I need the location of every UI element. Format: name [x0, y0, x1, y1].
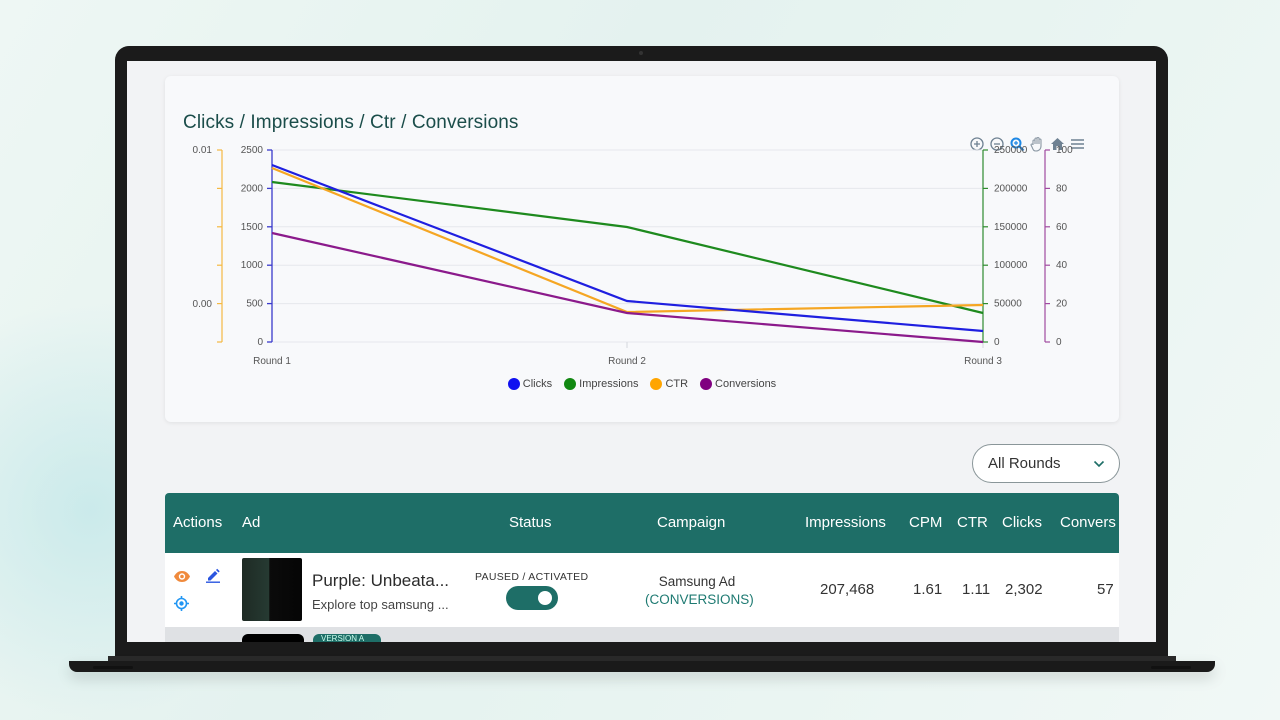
- svg-text:Round 2: Round 2: [608, 356, 646, 367]
- header-impressions[interactable]: Impressions: [805, 514, 886, 531]
- edit-pencil-icon[interactable]: [206, 568, 220, 583]
- impressions-line: [271, 180, 984, 315]
- svg-text:100000: 100000: [994, 260, 1028, 271]
- ad-description: Explore top samsung ...: [312, 597, 449, 612]
- camera-dot: [639, 51, 643, 55]
- selection-zoom-icon[interactable]: [1009, 136, 1025, 152]
- ad-title[interactable]: Purple: Unbeata...: [312, 571, 450, 590]
- header-actions: Actions: [173, 514, 223, 531]
- campaign-name: Samsung Ad: [658, 574, 736, 589]
- svg-text:0.00: 0.00: [193, 299, 213, 310]
- campaign-cell: Samsung Ad (CONVERSIONS): [645, 573, 754, 609]
- svg-text:2000: 2000: [241, 183, 264, 194]
- legend-dot-icon: [650, 378, 663, 390]
- chart-title: Clicks / Impressions / Ctr / Conversions: [183, 112, 519, 133]
- target-crosshair-icon[interactable]: [174, 596, 189, 611]
- svg-text:1500: 1500: [241, 222, 264, 233]
- header-status[interactable]: Status: [509, 514, 552, 531]
- conversions-value: 57: [1097, 581, 1114, 598]
- laptop-foot: [1151, 666, 1191, 669]
- rounds-filter-value: All Rounds: [988, 455, 1061, 472]
- laptop-hinge: [108, 656, 1176, 662]
- reset-home-icon[interactable]: [1049, 136, 1065, 152]
- conversions-axis: [1044, 149, 1050, 343]
- svg-text:Round 1: Round 1: [253, 356, 291, 367]
- svg-text:20: 20: [1056, 299, 1068, 310]
- svg-text:Round 3: Round 3: [964, 356, 1002, 367]
- table-row[interactable]: VERSION A: [165, 627, 1119, 642]
- ad-thumbnail[interactable]: [242, 558, 302, 621]
- chart-legend: Clicks Impressions CTR Conversions: [165, 378, 1119, 390]
- legend-item-impressions[interactable]: Impressions: [564, 378, 638, 390]
- status-toggle[interactable]: [506, 586, 558, 610]
- svg-text:0.01: 0.01: [193, 145, 213, 156]
- chart-toolbar: [969, 136, 1085, 152]
- legend-item-ctr[interactable]: CTR: [650, 378, 688, 390]
- header-campaign[interactable]: Campaign: [657, 514, 726, 531]
- laptop-foot: [93, 666, 133, 669]
- rounds-filter-select[interactable]: All Rounds: [972, 444, 1120, 483]
- svg-text:0: 0: [1056, 337, 1062, 348]
- svg-text:50000: 50000: [994, 299, 1022, 310]
- table-row[interactable]: Purple: Unbeata... Explore top samsung .…: [165, 553, 1119, 627]
- legend-dot-icon: [507, 378, 520, 390]
- ctr-line: [271, 166, 984, 314]
- header-ctr[interactable]: CTR: [957, 514, 988, 531]
- svg-text:500: 500: [246, 299, 263, 310]
- clicks-value: 2,302: [1005, 581, 1043, 598]
- ctr-axis: [217, 149, 223, 343]
- status-label: PAUSED / ACTIVATED: [475, 571, 589, 583]
- table-header: Actions Ad Status Campaign Impressions C…: [165, 493, 1119, 553]
- conversions-line: [271, 231, 984, 344]
- ctr-value: 1.11: [962, 581, 991, 598]
- svg-text:0: 0: [257, 337, 263, 348]
- svg-text:2500: 2500: [241, 145, 264, 156]
- cpm-value: 1.61: [913, 581, 943, 598]
- legend-dot-icon: [700, 378, 713, 390]
- pan-hand-icon[interactable]: [1029, 136, 1045, 152]
- header-conversions[interactable]: Convers: [1060, 514, 1116, 531]
- toggle-knob: [538, 591, 552, 605]
- ads-table: Actions Ad Status Campaign Impressions C…: [165, 493, 1119, 642]
- ad-thumbnail[interactable]: [242, 634, 304, 642]
- app-screen: Clicks / Impressions / Ctr / Conversions: [127, 61, 1156, 642]
- impressions-value: 207,468: [820, 581, 875, 598]
- svg-text:1000: 1000: [241, 260, 264, 271]
- svg-text:250000: 250000: [994, 145, 1028, 156]
- header-cpm[interactable]: CPM: [909, 514, 943, 531]
- legend-dot-icon: [564, 378, 577, 390]
- laptop-frame: Clicks / Impressions / Ctr / Conversions: [115, 46, 1168, 658]
- svg-text:80: 80: [1056, 183, 1068, 194]
- legend-item-clicks[interactable]: Clicks: [507, 378, 552, 390]
- svg-text:200000: 200000: [994, 183, 1028, 194]
- chevron-down-icon: [1093, 455, 1105, 472]
- laptop-base: [69, 661, 1215, 672]
- header-ad[interactable]: Ad: [242, 514, 261, 531]
- version-badge: VERSION A: [313, 634, 381, 642]
- svg-text:150000: 150000: [994, 222, 1028, 233]
- menu-icon[interactable]: [1069, 136, 1085, 152]
- campaign-type: (CONVERSIONS): [645, 592, 754, 607]
- clicks-line: [271, 163, 984, 333]
- clicks-axis: [267, 149, 273, 343]
- view-eye-icon[interactable]: [173, 570, 191, 583]
- impressions-axis: [982, 149, 988, 343]
- svg-text:0: 0: [994, 337, 1000, 348]
- svg-text:40: 40: [1056, 260, 1068, 271]
- chart-card: Clicks / Impressions / Ctr / Conversions: [165, 76, 1119, 422]
- zoom-out-icon[interactable]: [989, 136, 1005, 152]
- line-chart: 0.01 0.00 2500 2000 1500 1000 500 0: [193, 145, 1074, 367]
- svg-text:60: 60: [1056, 222, 1068, 233]
- legend-item-conversions[interactable]: Conversions: [700, 378, 776, 390]
- header-clicks[interactable]: Clicks: [1002, 514, 1042, 531]
- svg-text:100: 100: [1056, 145, 1073, 156]
